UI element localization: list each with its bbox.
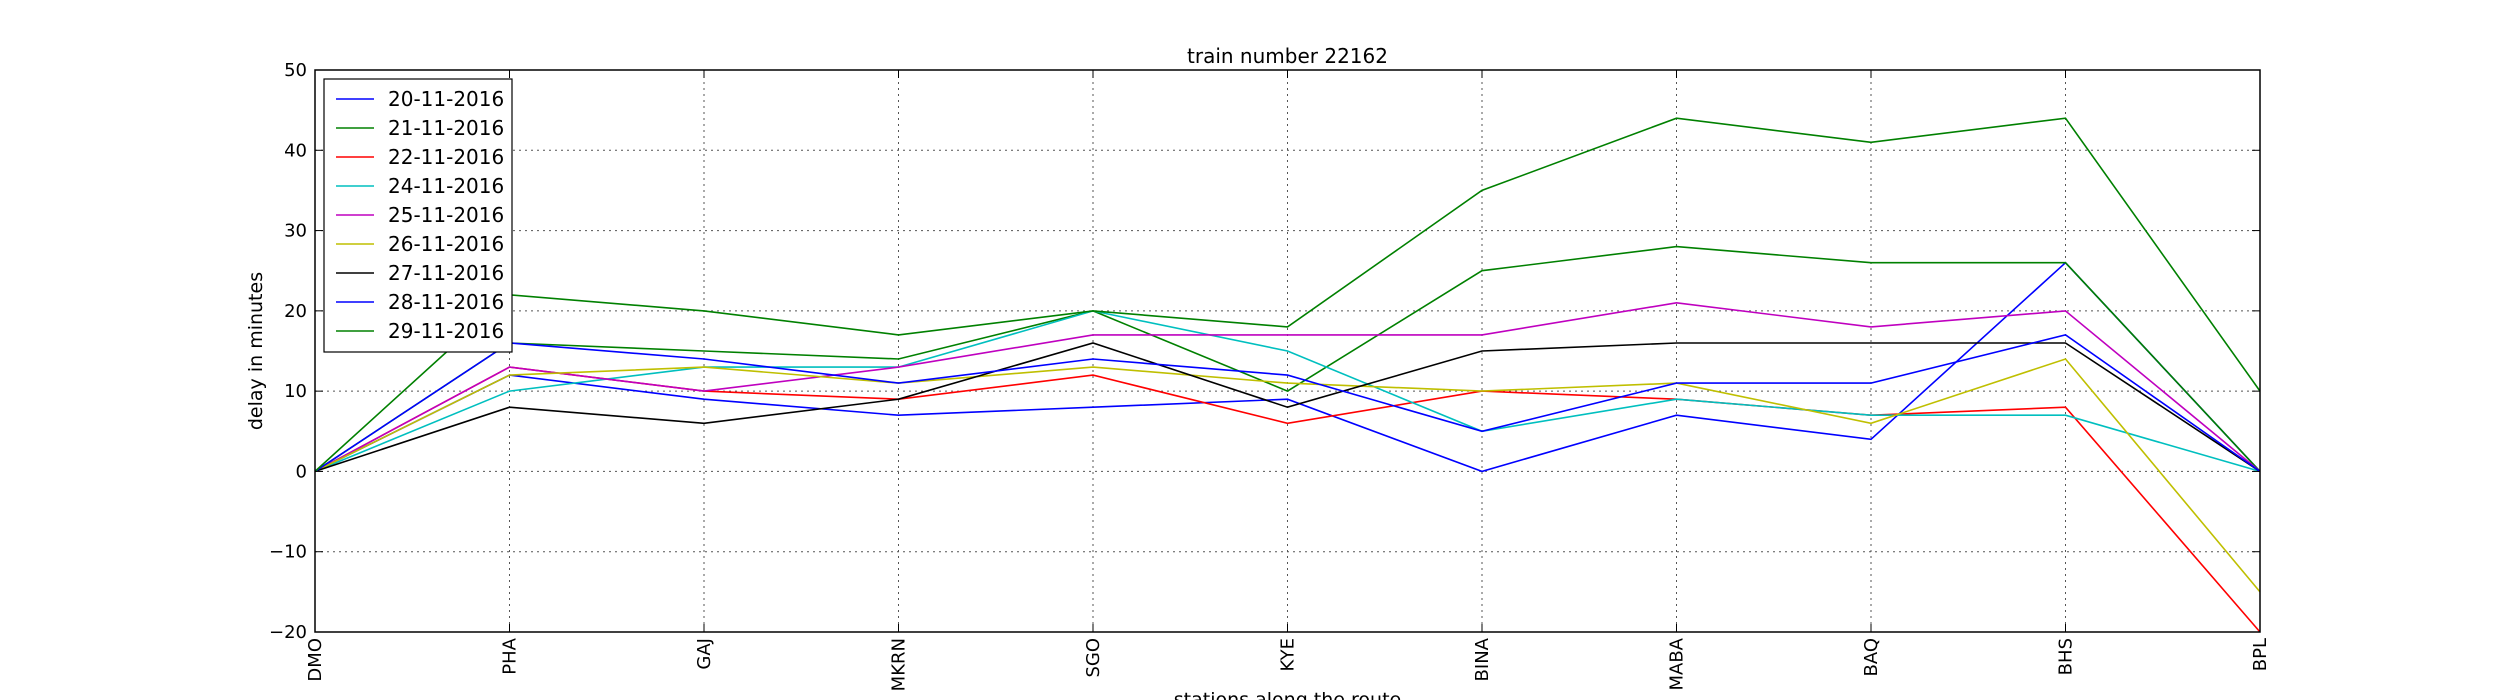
x-tick-label: DMO	[305, 638, 326, 682]
x-tick-label: SGO	[1083, 638, 1104, 678]
axis-ticks: −20 −10 0 10 20 30 40 50 DMO PHA GAJ MKRN SGO KYE BINA…	[269, 60, 2271, 691]
y-tick-label: 10	[284, 381, 307, 402]
x-tick-label: BPL	[2250, 638, 2271, 671]
legend: 20-11-2016 21-11-2016 22-11-2016 24-11-2016…	[323, 78, 513, 353]
series-line	[314, 310, 2261, 473]
legend-label: 29-11-2016	[388, 319, 504, 343]
x-tick-label: GAJ	[694, 638, 715, 670]
legend-label: 27-11-2016	[388, 261, 504, 285]
x-tick-label: PHA	[500, 637, 521, 674]
y-tick-label: 40	[284, 140, 307, 161]
legend-label: 24-11-2016	[388, 174, 504, 198]
series-line	[314, 334, 2261, 473]
series-line	[314, 342, 2261, 473]
series-line	[314, 245, 2261, 473]
y-tick-label: −20	[269, 622, 307, 643]
series-lines	[314, 117, 2261, 633]
x-tick-label: BAQ	[1861, 638, 1882, 677]
y-tick-label: −10	[269, 542, 307, 563]
y-tick-label: 20	[284, 301, 307, 322]
legend-label: 21-11-2016	[388, 116, 504, 140]
legend-label: 28-11-2016	[388, 290, 504, 314]
chart-title: train number 22162	[1187, 44, 1388, 68]
legend-label: 22-11-2016	[388, 145, 504, 169]
x-tick-label: BHS	[2056, 638, 2077, 675]
x-tick-label: MKRN	[889, 638, 910, 691]
x-tick-label: MABA	[1667, 637, 1688, 690]
y-tick-label: 0	[296, 461, 307, 482]
series-line	[314, 117, 2261, 472]
x-tick-label: BINA	[1472, 637, 1493, 681]
y-tick-label: 30	[284, 221, 307, 242]
series-line	[314, 358, 2261, 593]
legend-label: 26-11-2016	[388, 232, 504, 256]
series-line	[314, 261, 2261, 473]
legend-label: 25-11-2016	[388, 203, 504, 227]
legend-label: 20-11-2016	[388, 87, 504, 111]
grid	[314, 69, 2261, 633]
x-axis-title: stations along the route	[1174, 689, 1401, 700]
series-line	[314, 301, 2261, 473]
y-axis-title: delay in minutes	[245, 272, 267, 430]
x-tick-label: KYE	[1278, 638, 1299, 672]
y-tick-label: 50	[284, 60, 307, 81]
